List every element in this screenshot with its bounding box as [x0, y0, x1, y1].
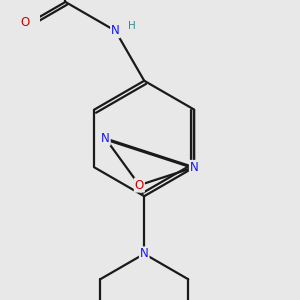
Text: N: N: [190, 161, 199, 174]
Text: H: H: [128, 21, 136, 31]
Text: N: N: [140, 247, 148, 260]
Text: N: N: [111, 24, 120, 37]
Text: N: N: [101, 132, 110, 145]
Text: O: O: [20, 16, 29, 29]
Text: O: O: [135, 178, 144, 192]
